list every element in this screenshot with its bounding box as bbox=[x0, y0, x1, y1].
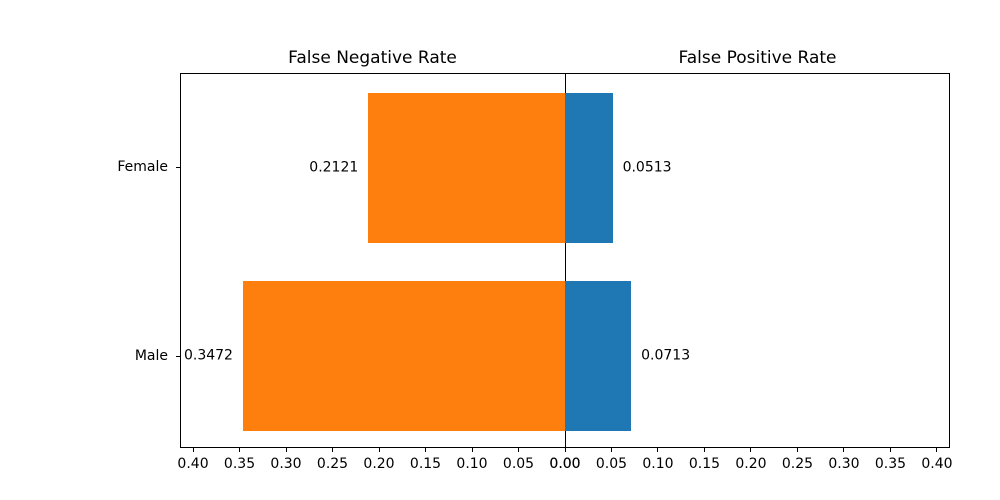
x-tick-label: 0.40 bbox=[177, 456, 209, 472]
x-tick-label: 0.15 bbox=[409, 456, 442, 472]
bar-female-false-positive bbox=[565, 92, 613, 244]
x-tick-mark bbox=[285, 448, 287, 452]
x-tick-mark bbox=[657, 448, 659, 452]
x-tick-label: 0.10 bbox=[642, 456, 674, 472]
x-tick-label: 0.20 bbox=[363, 456, 395, 472]
x-tick-mark bbox=[843, 448, 845, 452]
x-tick-mark bbox=[425, 448, 426, 452]
x-tick-label: 0.20 bbox=[735, 456, 767, 472]
x-tick-label: 0.30 bbox=[828, 456, 860, 472]
x-tick-mark bbox=[332, 448, 333, 452]
bar-male-false-negative bbox=[242, 281, 565, 432]
y-tick-mark-female bbox=[176, 167, 180, 168]
x-tick-label: 0.05 bbox=[595, 456, 628, 472]
x-tick-mark bbox=[471, 448, 473, 452]
y-tick-label-male: Male bbox=[134, 348, 168, 364]
x-tick-label: 0.40 bbox=[921, 456, 953, 472]
left-panel-title: False Negative Rate bbox=[288, 48, 457, 68]
x-tick-label: 0.35 bbox=[874, 456, 907, 472]
value-label-male-false-negative: 0.3472 bbox=[183, 347, 233, 364]
x-tick-mark bbox=[518, 448, 519, 452]
bar-female-false-negative bbox=[368, 92, 565, 244]
x-tick-mark bbox=[610, 448, 612, 452]
x-tick-label: 0.10 bbox=[456, 456, 488, 472]
x-tick-mark bbox=[796, 448, 798, 452]
x-tick-mark bbox=[564, 448, 566, 452]
value-label-female-false-negative: 0.2121 bbox=[309, 159, 359, 176]
x-tick-mark bbox=[239, 448, 241, 452]
x-tick-label: 0.05 bbox=[502, 456, 535, 472]
x-tick-mark bbox=[378, 448, 380, 452]
y-tick-mark-male bbox=[176, 356, 180, 357]
x-tick-label: 0.35 bbox=[223, 456, 256, 472]
value-label-male-false-positive: 0.0713 bbox=[641, 347, 691, 364]
x-tick-label: 0.25 bbox=[781, 456, 814, 472]
x-tick-label: 0.00 bbox=[549, 456, 581, 472]
plot-area: 0.2121 0.3472 0.0513 0.0713 bbox=[180, 73, 950, 448]
x-tick-label: 0.25 bbox=[316, 456, 349, 472]
x-tick-label: 0.00 bbox=[549, 456, 581, 472]
bar-male-false-positive bbox=[565, 281, 632, 432]
right-panel-title: False Positive Rate bbox=[678, 48, 837, 68]
x-tick-mark bbox=[192, 448, 194, 452]
x-tick-label: 0.15 bbox=[688, 456, 721, 472]
zero-axis-line bbox=[564, 74, 566, 447]
x-tick-mark bbox=[936, 448, 938, 452]
y-tick-label-female: Female bbox=[117, 159, 168, 175]
x-tick-label: 0.30 bbox=[270, 456, 302, 472]
x-tick-mark bbox=[703, 448, 705, 452]
x-tick-mark bbox=[750, 448, 752, 452]
x-tick-mark bbox=[889, 448, 891, 452]
value-label-female-false-positive: 0.0513 bbox=[622, 159, 672, 176]
